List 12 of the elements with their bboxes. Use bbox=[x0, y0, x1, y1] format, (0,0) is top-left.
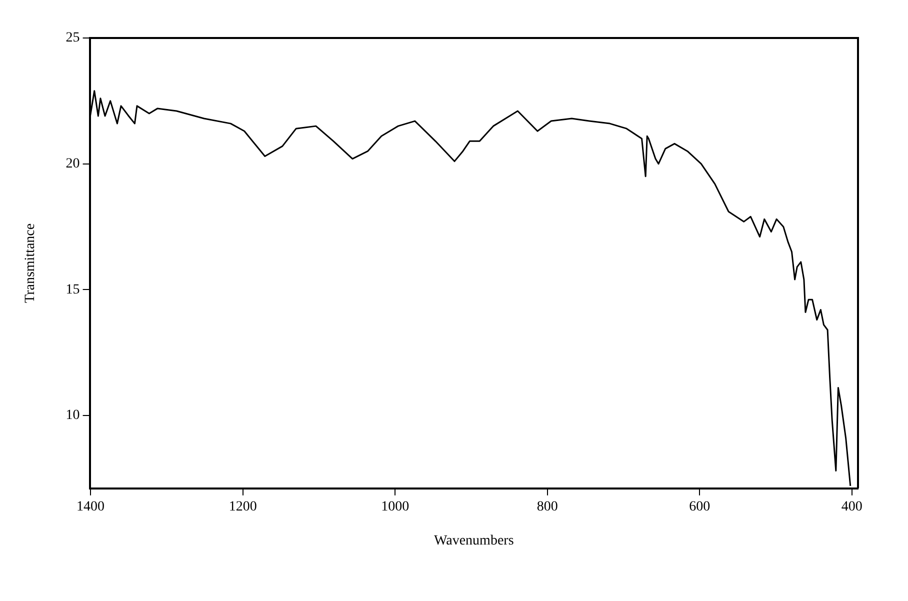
y-tick-label: 20 bbox=[66, 156, 80, 172]
y-axis-title: Transmittance bbox=[23, 223, 38, 303]
x-tick-label: 1200 bbox=[228, 499, 257, 514]
x-tick-label: 800 bbox=[536, 499, 558, 514]
x-tick-label: 1400 bbox=[76, 499, 105, 514]
x-tick-label: 600 bbox=[689, 499, 710, 514]
x-tick-label: 400 bbox=[841, 499, 862, 514]
y-tick-label: 15 bbox=[66, 282, 80, 298]
x-tick-label: 1000 bbox=[381, 499, 410, 514]
x-axis-title: Wavenumbers bbox=[434, 533, 514, 548]
y-tick-label: 25 bbox=[66, 30, 80, 46]
y-tick-label: 10 bbox=[66, 408, 80, 424]
